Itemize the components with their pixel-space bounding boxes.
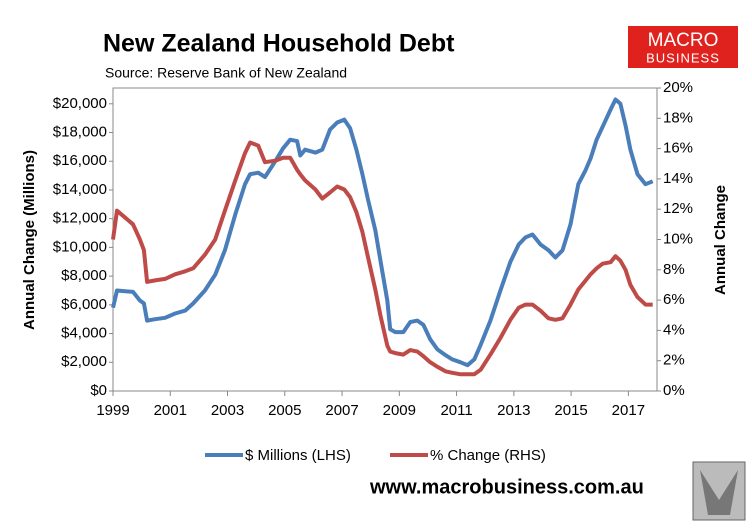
x-tick-label: 2011 bbox=[440, 402, 472, 419]
y2-tick-label: 12% bbox=[663, 200, 693, 217]
y-axis-title: Annual Change (Millions) bbox=[21, 150, 38, 330]
y2-tick-label: 4% bbox=[663, 321, 685, 338]
footer-url: www.macrobusiness.com.au bbox=[369, 476, 644, 498]
legend-label: % Change (RHS) bbox=[430, 447, 546, 464]
x-tick-label: 2009 bbox=[383, 402, 416, 419]
y2-tick-label: 8% bbox=[663, 261, 685, 278]
chart-title: New Zealand Household Debt bbox=[103, 30, 455, 58]
y2-axis-title: Annual Change bbox=[712, 185, 729, 295]
y-tick-label: $16,000 bbox=[53, 152, 107, 169]
logo-box bbox=[628, 26, 738, 68]
x-tick-label: 2015 bbox=[554, 402, 587, 419]
y-tick-label: $4,000 bbox=[61, 325, 107, 342]
y-tick-label: $12,000 bbox=[53, 210, 107, 227]
y2-tick-label: 14% bbox=[663, 170, 693, 187]
plot-frame bbox=[112, 87, 658, 392]
y2-tick-label: 20% bbox=[663, 79, 693, 96]
data-line bbox=[111, 140, 653, 377]
y-tick-label: $18,000 bbox=[53, 123, 107, 140]
y-tick-label: $10,000 bbox=[53, 238, 107, 255]
y2-tick-label: 10% bbox=[663, 230, 693, 247]
y-tick-label: $6,000 bbox=[61, 296, 107, 313]
y-tick-label: $20,000 bbox=[53, 95, 107, 112]
data-line bbox=[111, 97, 654, 368]
x-tick-label: 2005 bbox=[268, 402, 301, 419]
x-tick-label: 1999 bbox=[96, 402, 129, 419]
y-tick-label: $14,000 bbox=[53, 181, 107, 198]
y2-tick-label: 2% bbox=[663, 352, 685, 369]
x-tick-label: 2003 bbox=[211, 402, 244, 419]
logo-text: BUSINESS bbox=[646, 50, 720, 65]
x-tick-label: 2001 bbox=[154, 402, 187, 419]
logo-text: MACRO bbox=[648, 30, 719, 51]
wolf-logo bbox=[700, 470, 738, 515]
y-tick-label: $8,000 bbox=[61, 267, 107, 284]
y2-tick-label: 16% bbox=[663, 140, 693, 157]
y2-tick-label: 6% bbox=[663, 291, 685, 308]
legend-label: $ Millions (LHS) bbox=[245, 447, 351, 464]
chart-subtitle: Source: Reserve Bank of New Zealand bbox=[105, 65, 347, 81]
y-tick-label: $2,000 bbox=[61, 353, 107, 370]
y2-tick-label: 18% bbox=[663, 109, 693, 126]
x-tick-label: 2007 bbox=[325, 402, 358, 419]
x-tick-label: 2013 bbox=[497, 402, 530, 419]
y-tick-label: $0 bbox=[90, 382, 107, 399]
y2-tick-label: 0% bbox=[663, 382, 685, 399]
x-tick-label: 2017 bbox=[612, 402, 645, 419]
